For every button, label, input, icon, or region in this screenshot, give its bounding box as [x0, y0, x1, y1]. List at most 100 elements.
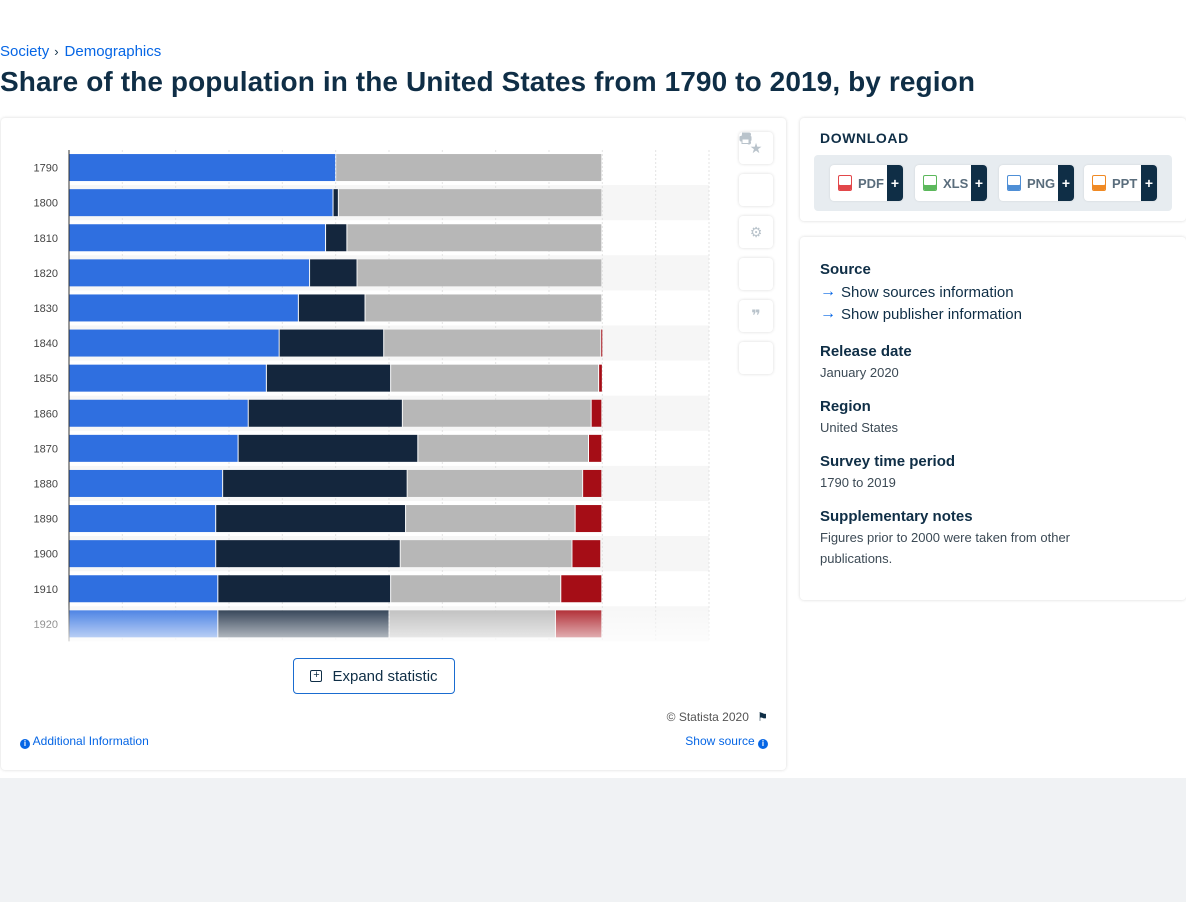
bar-segment: [391, 575, 561, 603]
breadcrumb-separator-icon: ›: [54, 44, 59, 59]
survey-period-section: Survey time period 1790 to 2019: [820, 453, 955, 493]
download-title: DOWNLOAD: [820, 130, 909, 146]
info-icon: i: [758, 738, 768, 749]
arrow-right-icon: →: [820, 283, 836, 300]
quote-icon[interactable]: ❞: [739, 300, 773, 332]
bar-segment: [338, 189, 602, 217]
star-icon[interactable]: ★: [739, 132, 773, 164]
show-publisher-label: Show publisher information: [841, 305, 1022, 323]
y-tick-label: 1830: [34, 303, 58, 315]
bar-segment: [601, 329, 603, 357]
source-label: Source: [820, 261, 871, 278]
bar-segment: [69, 434, 238, 462]
show-publisher-link[interactable]: → Show publisher information: [820, 305, 1022, 323]
bar-segment: [69, 224, 326, 252]
bar-segment: [69, 575, 218, 603]
breadcrumb: Society › Demographics: [0, 43, 161, 60]
bar-segment: [69, 469, 223, 497]
bar-segment: [572, 540, 601, 568]
show-sources-link[interactable]: → Show sources information: [820, 283, 1022, 301]
bar-segment: [248, 399, 402, 427]
plus-icon[interactable]: +: [971, 165, 987, 201]
bar-segment: [238, 434, 418, 462]
bar-segment: [365, 294, 602, 322]
download-xls-button[interactable]: XLS +: [915, 165, 987, 201]
download-pdf-button[interactable]: PDF +: [830, 165, 903, 201]
breadcrumb-demographics[interactable]: Demographics: [64, 43, 162, 60]
bar-chart: 1790 1800 1810 1820 1830 1840 1850 1860 1870 1880…: [1, 150, 741, 648]
bar-segment: [69, 294, 298, 322]
bar-segment: [407, 469, 583, 497]
download-png-label: PNG: [1027, 175, 1056, 191]
supplementary-notes-section: Supplementary notes Figures prior to 200…: [820, 508, 1140, 569]
y-tick-label: 1850: [34, 373, 58, 385]
y-tick-label: 1800: [34, 198, 58, 210]
y-tick-label: 1910: [34, 584, 58, 596]
plus-icon[interactable]: +: [1141, 165, 1157, 201]
bar-segment: [418, 434, 588, 462]
download-buttons: PDF + XLS + PNG + PPT +: [814, 155, 1172, 211]
y-tick-label: 1810: [34, 233, 58, 245]
expand-statistic-button[interactable]: + Expand statistic: [293, 658, 455, 694]
download-pdf-label: PDF: [858, 175, 884, 191]
bell-icon[interactable]: [739, 132, 773, 206]
chart-card: 1790 1800 1810 1820 1830 1840 1850 1860 1870 1880…: [1, 118, 786, 770]
y-tick-label: 1820: [34, 268, 58, 280]
bar-segment: [69, 329, 279, 357]
download-png-button[interactable]: PNG +: [999, 165, 1074, 201]
ppt-file-icon: [1092, 175, 1106, 191]
y-tick-label: 1880: [34, 478, 58, 490]
bar-segment: [218, 575, 391, 603]
gear-icon[interactable]: ⚙: [739, 216, 773, 248]
release-date-value: January 2020: [820, 365, 899, 380]
bar-segment: [406, 505, 575, 533]
arrow-right-icon: →: [820, 305, 836, 322]
download-xls-label: XLS: [943, 175, 969, 191]
release-date-label: Release date: [820, 343, 912, 360]
additional-information-link[interactable]: i Additional Information: [20, 734, 149, 749]
download-ppt-button[interactable]: PPT +: [1084, 165, 1157, 201]
bar-segment: [223, 469, 407, 497]
bar-segment: [599, 364, 602, 392]
supplementary-notes-label: Supplementary notes: [820, 508, 973, 525]
y-tick-label: 1900: [34, 549, 58, 561]
y-tick-label: 1860: [34, 408, 58, 420]
show-sources-label: Show sources information: [841, 283, 1014, 301]
expand-statistic-label: Expand statistic: [332, 667, 438, 685]
survey-period-value: 1790 to 2019: [820, 475, 896, 490]
statistic-details-card: Source → Show sources information → Show…: [800, 237, 1186, 600]
source-section: Source → Show sources information → Show…: [820, 261, 1022, 323]
release-date-section: Release date January 2020: [820, 343, 912, 383]
chart-tools: ★ ⚙ ❞: [739, 132, 773, 384]
plus-icon[interactable]: +: [887, 165, 903, 201]
print-icon[interactable]: [739, 132, 773, 374]
y-tick-label: 1870: [34, 443, 58, 455]
bar-segment: [310, 259, 357, 287]
bar-segment: [69, 189, 333, 217]
bar-segment: [69, 364, 266, 392]
bar-segment: [69, 399, 248, 427]
y-tick-label: 1890: [34, 514, 58, 526]
show-source-link[interactable]: Show source i: [685, 734, 768, 749]
bar-segment: [402, 399, 591, 427]
info-icon: i: [20, 738, 30, 749]
page-footer-band: [0, 778, 1186, 902]
xls-file-icon: [923, 175, 937, 191]
bar-segment: [69, 505, 216, 533]
plus-icon[interactable]: +: [1058, 165, 1074, 201]
copyright-text: © Statista 2020: [666, 710, 749, 724]
bar-segment: [69, 154, 336, 182]
bar-segment: [575, 505, 602, 533]
bar-segment: [266, 364, 391, 392]
share-icon[interactable]: [739, 132, 773, 290]
breadcrumb-society[interactable]: Society: [0, 43, 50, 60]
bar-segment: [384, 329, 601, 357]
page-title: Share of the population in the United St…: [0, 66, 976, 97]
bar-segment: [326, 224, 347, 252]
bar-segment: [333, 189, 338, 217]
flag-icon[interactable]: ⚑: [757, 710, 768, 724]
bar-segment: [298, 294, 365, 322]
region-value: United States: [820, 420, 899, 435]
supplementary-notes-value: Figures prior to 2000 were taken from ot…: [820, 530, 1071, 566]
bar-segment: [216, 505, 406, 533]
